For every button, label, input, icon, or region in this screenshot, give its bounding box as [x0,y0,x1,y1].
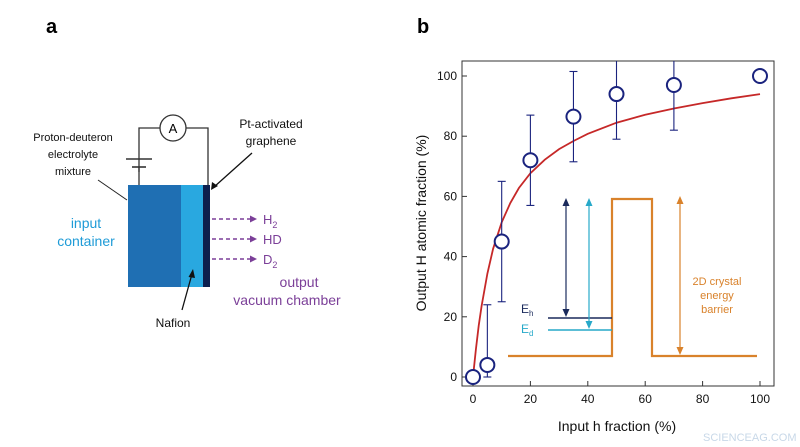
data-point [522,152,539,169]
graphene-layer [203,185,210,287]
y-tick-label: 0 [450,370,457,384]
x-tick-label: 60 [639,392,653,406]
graphene-pointer-head [211,182,218,190]
ammeter-icon [159,114,187,142]
y-axis-label: Output H atomic fraction (%) [413,135,429,312]
input-label-line2: container [57,233,115,249]
graphene-label-line2: graphene [246,134,297,148]
panel-a-label: a [46,16,58,38]
d2-arrow-head [250,255,257,263]
barrier-arrow-head-up [676,196,684,204]
circuit-wire-left [138,127,160,172]
barrier-arrow-head-down [676,347,684,355]
panel-b: b 0 20 40 60 80 100 0 20 40 60 80 100 Input h frac… [413,16,797,444]
y-tick-label: 60 [444,189,458,203]
y-tick-label: 20 [444,310,458,324]
panel-a: a A Proton-deuteron electrolyte mixture … [33,16,341,330]
nafion-pointer-head [188,269,195,278]
fit-curve-layer [472,93,761,378]
x-axis-label: Input h fraction (%) [558,418,676,434]
graphene-pointer [213,152,253,188]
eh-arrow-head-down [562,309,570,317]
x-tick-label: 100 [750,392,770,406]
output-label-line1: output [280,274,319,290]
energy-barrier-inset: 2D crystal energy barrier Eh Ed [508,196,757,358]
output-label-line2: vacuum chamber [233,292,341,308]
ed-label: Ed [521,322,533,338]
input-label-line1: input [71,215,101,231]
input-container [128,185,181,287]
data-point [465,369,481,385]
data-point [608,86,625,103]
barrier-label-line1: 2D crystal [693,276,742,288]
x-axis-ticks: 0 20 40 60 80 100 [470,381,770,406]
x-tick-label: 20 [524,392,538,406]
electrolyte-pointer [97,179,128,201]
electrolyte-label-line1: Proton-deuteron [33,132,113,144]
data-point [752,68,768,84]
data-points-layer [465,68,768,385]
gas-hd-label: HD [263,232,282,247]
energy-barrier-profile [508,197,757,358]
fit-curve [472,93,761,378]
eh-arrow-head-up [562,198,570,206]
barrier-label-line3: barrier [701,304,733,316]
data-point [493,233,510,250]
plot-frame [461,60,775,387]
nafion-label: Nafion [156,316,191,330]
x-tick-label: 40 [581,392,595,406]
nafion-pointer [181,273,193,311]
electrolyte-label-line3: mixture [55,166,91,178]
circuit-wire-right [186,127,209,185]
ed-arrow-head-down [585,321,593,329]
gas-d2-label: D2 [263,252,277,270]
ed-arrow-head-up [585,198,593,206]
watermark: SCIENCEAG.COM [703,432,797,444]
panel-b-label: b [417,16,429,38]
y-tick-label: 40 [444,250,458,264]
nafion-membrane [181,185,203,287]
x-tick-label: 0 [470,392,477,406]
graphene-label-line1: Pt-activated [239,117,302,131]
ammeter-label: A [169,121,178,136]
x-tick-label: 80 [696,392,710,406]
y-axis-ticks: 0 20 40 60 80 100 [437,69,467,384]
data-point [479,356,496,373]
h2-arrow-head [250,215,257,223]
data-point [665,77,682,94]
y-tick-label: 80 [444,129,458,143]
barrier-label-line2: energy [700,290,734,302]
hd-arrow-head [250,235,257,243]
electrolyte-label-line2: electrolyte [48,149,98,161]
gas-h2-label: H2 [263,212,277,230]
y-tick-label: 100 [437,69,457,83]
data-point [565,108,582,125]
eh-label: Eh [521,302,533,318]
